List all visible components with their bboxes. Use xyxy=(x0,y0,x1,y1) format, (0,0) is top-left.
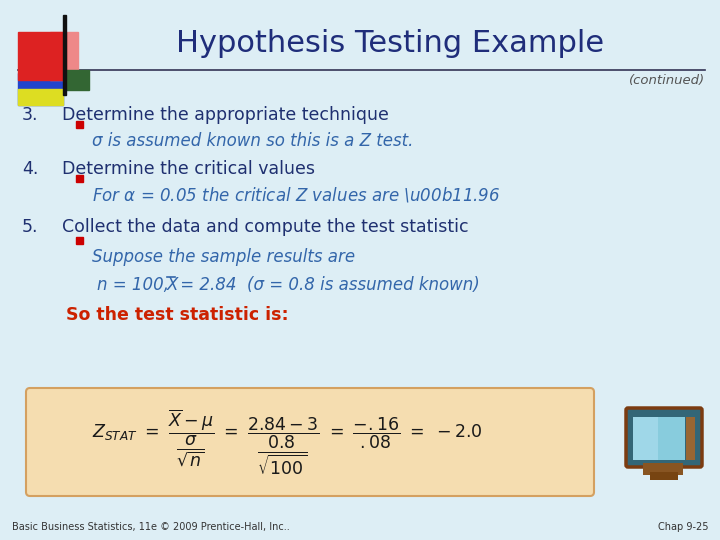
FancyBboxPatch shape xyxy=(626,408,702,467)
Text: 4.: 4. xyxy=(22,160,38,178)
Text: Collect the data and compute the test statistic: Collect the data and compute the test st… xyxy=(62,218,469,236)
Bar xyxy=(50,32,78,80)
Bar xyxy=(64,70,89,90)
Bar xyxy=(643,463,683,475)
Text: For $\alpha$ = 0.05 the critical Z values are \u00b11.96: For $\alpha$ = 0.05 the critical Z value… xyxy=(92,186,500,205)
Bar xyxy=(633,417,658,460)
Text: 3.: 3. xyxy=(22,106,38,124)
Text: Hypothesis Testing Example: Hypothesis Testing Example xyxy=(176,29,604,57)
Text: = 2.84  (σ = 0.8 is assumed known): = 2.84 (σ = 0.8 is assumed known) xyxy=(175,276,480,294)
Bar xyxy=(63,15,66,95)
Text: (continued): (continued) xyxy=(629,74,705,87)
Text: So the test statistic is:: So the test statistic is: xyxy=(66,306,289,324)
Text: 5.: 5. xyxy=(22,218,38,236)
Bar xyxy=(18,32,66,80)
Text: n = 100,: n = 100, xyxy=(97,276,185,294)
Text: Suppose the sample results are: Suppose the sample results are xyxy=(92,248,355,266)
Bar xyxy=(633,417,685,460)
Bar xyxy=(686,417,695,460)
Text: Determine the appropriate technique: Determine the appropriate technique xyxy=(62,106,389,124)
Text: X: X xyxy=(167,276,179,294)
Text: Basic Business Statistics, 11e © 2009 Prentice-Hall, Inc..: Basic Business Statistics, 11e © 2009 Pr… xyxy=(12,522,289,532)
Bar xyxy=(18,89,63,105)
Text: σ is assumed known so this is a Z test.: σ is assumed known so this is a Z test. xyxy=(92,132,413,150)
Bar xyxy=(76,121,83,128)
Text: Chap 9-25: Chap 9-25 xyxy=(657,522,708,532)
Bar xyxy=(76,175,83,182)
Bar xyxy=(76,237,83,244)
Bar xyxy=(18,73,63,105)
Text: $Z_{STAT}\ =\ \dfrac{\overline{X}-\mu}{\dfrac{\sigma}{\sqrt{n}}}\ =\ \dfrac{2.84: $Z_{STAT}\ =\ \dfrac{\overline{X}-\mu}{\… xyxy=(92,407,483,477)
Text: Determine the critical values: Determine the critical values xyxy=(62,160,315,178)
Bar xyxy=(650,472,678,480)
FancyBboxPatch shape xyxy=(26,388,594,496)
